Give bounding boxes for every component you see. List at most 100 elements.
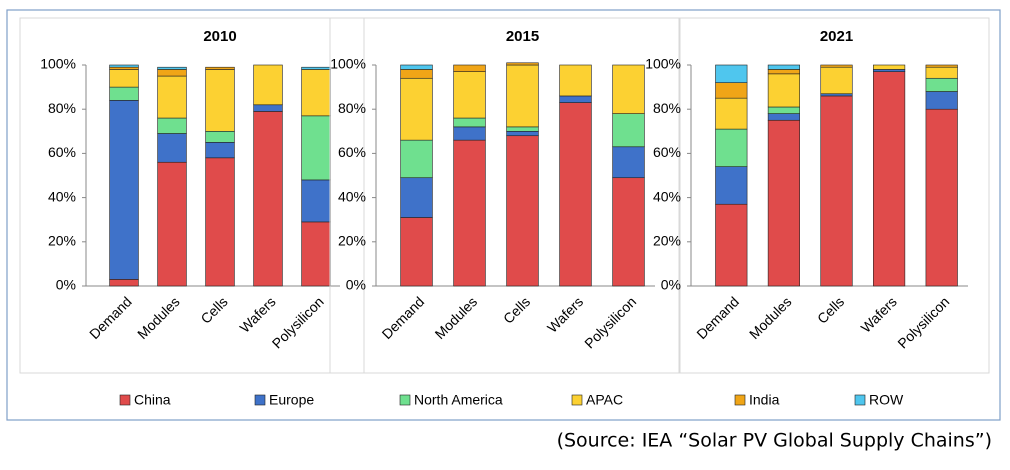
x-tick-label: Wafers xyxy=(858,293,900,335)
bar-segment xyxy=(400,64,433,70)
bar-segment xyxy=(400,139,433,179)
bar-segment xyxy=(109,100,139,280)
x-tick-label: Demand xyxy=(693,293,742,342)
bar-segment xyxy=(925,77,958,92)
bar-segment xyxy=(453,71,486,119)
bar-segment xyxy=(715,203,748,287)
bar-segment xyxy=(400,177,433,218)
bar-segment xyxy=(400,69,433,79)
x-tick-label: Modules xyxy=(746,293,795,342)
legend-swatch xyxy=(571,394,583,406)
bar-segment xyxy=(453,64,486,72)
legend-label: ROW xyxy=(869,392,904,408)
bar-segment xyxy=(715,97,748,130)
bar-segment xyxy=(767,113,800,121)
bar-segment xyxy=(205,131,235,143)
legend-label: APAC xyxy=(586,392,623,408)
bar-segment xyxy=(506,64,539,128)
bar-segment xyxy=(715,64,748,83)
bar-segment xyxy=(873,71,906,287)
bar-segment xyxy=(612,64,645,114)
y-tick-label: 100% xyxy=(330,56,366,72)
bar-segment xyxy=(559,64,592,97)
y-tick-label: 60% xyxy=(653,144,681,160)
bar-segment xyxy=(301,66,331,70)
x-tick-label: Modules xyxy=(134,293,183,342)
bar-segment xyxy=(109,86,139,101)
bar-segment xyxy=(925,108,958,287)
bar-segment xyxy=(925,64,958,68)
bar-segment xyxy=(157,69,187,77)
bar-segment xyxy=(453,139,486,287)
bar-segment xyxy=(253,64,283,106)
bar-segment xyxy=(506,131,539,137)
bar-segment xyxy=(301,115,331,181)
bar-segment xyxy=(157,66,187,70)
bar-segment xyxy=(301,221,331,287)
y-tick-label: 40% xyxy=(653,188,681,204)
x-tick-label: Wafers xyxy=(544,293,586,335)
bar-segment xyxy=(253,111,283,287)
bar-segment xyxy=(109,66,139,70)
bar-segment xyxy=(767,73,800,108)
y-tick-label: 40% xyxy=(338,188,366,204)
bar-segment xyxy=(715,166,748,205)
y-tick-label: 80% xyxy=(653,100,681,116)
bar-segment xyxy=(253,104,283,112)
bar-segment xyxy=(820,66,853,95)
panel-title: 2010 xyxy=(203,28,236,45)
bar-segment xyxy=(612,146,645,179)
bar-segment xyxy=(767,69,800,75)
y-tick-label: 100% xyxy=(40,56,76,72)
x-tick-label: Demand xyxy=(379,293,428,342)
panel-frame xyxy=(679,17,990,374)
x-tick-label: Modules xyxy=(432,293,481,342)
bar-segment xyxy=(715,82,748,99)
panel-title: 2015 xyxy=(506,28,539,45)
x-tick-label: Cells xyxy=(197,293,230,326)
panel-title: 2021 xyxy=(820,28,853,45)
y-tick-label: 40% xyxy=(48,188,76,204)
bar-segment xyxy=(612,177,645,287)
bar-segment xyxy=(506,135,539,287)
bar-segment xyxy=(559,102,592,287)
bar-segment xyxy=(767,119,800,287)
legend-label: India xyxy=(749,392,780,408)
frame xyxy=(6,9,1001,421)
legend-swatch xyxy=(734,394,746,406)
source: (Source: IEA “Solar PV Global Supply Cha… xyxy=(557,430,992,452)
bar-segment xyxy=(873,69,906,72)
bar-segment xyxy=(400,77,433,141)
x-tick-label: Polysilicon xyxy=(581,293,639,351)
bar-segment xyxy=(205,66,235,70)
bar-segment xyxy=(820,95,853,287)
y-tick-label: 0% xyxy=(56,277,76,293)
x-tick-label: Demand xyxy=(86,293,135,342)
bar-segment xyxy=(873,64,906,70)
legend-swatch xyxy=(399,394,411,406)
bar-segment xyxy=(205,69,235,132)
y-tick-label: 60% xyxy=(338,144,366,160)
legend-swatch xyxy=(254,394,266,406)
bar-segment xyxy=(109,279,139,287)
x-tick-label: Polysilicon xyxy=(894,293,952,351)
y-tick-label: 80% xyxy=(48,100,76,116)
bar-segment xyxy=(612,113,645,148)
legend-swatch xyxy=(854,394,866,406)
y-tick-label: 20% xyxy=(338,233,366,249)
bar-segment xyxy=(301,69,331,117)
y-tick-label: 60% xyxy=(48,144,76,160)
y-tick-label: 80% xyxy=(338,100,366,116)
x-tick-label: Polysilicon xyxy=(269,293,327,351)
legend-label: North America xyxy=(414,392,503,408)
panel-frame xyxy=(329,17,680,374)
x-tick-label: Cells xyxy=(500,293,533,326)
y-tick-label: 20% xyxy=(48,233,76,249)
bar-segment xyxy=(157,75,187,119)
bar-segment xyxy=(506,126,539,132)
y-tick-label: 0% xyxy=(661,277,681,293)
bar-segment xyxy=(925,66,958,79)
bar-segment xyxy=(559,95,592,103)
